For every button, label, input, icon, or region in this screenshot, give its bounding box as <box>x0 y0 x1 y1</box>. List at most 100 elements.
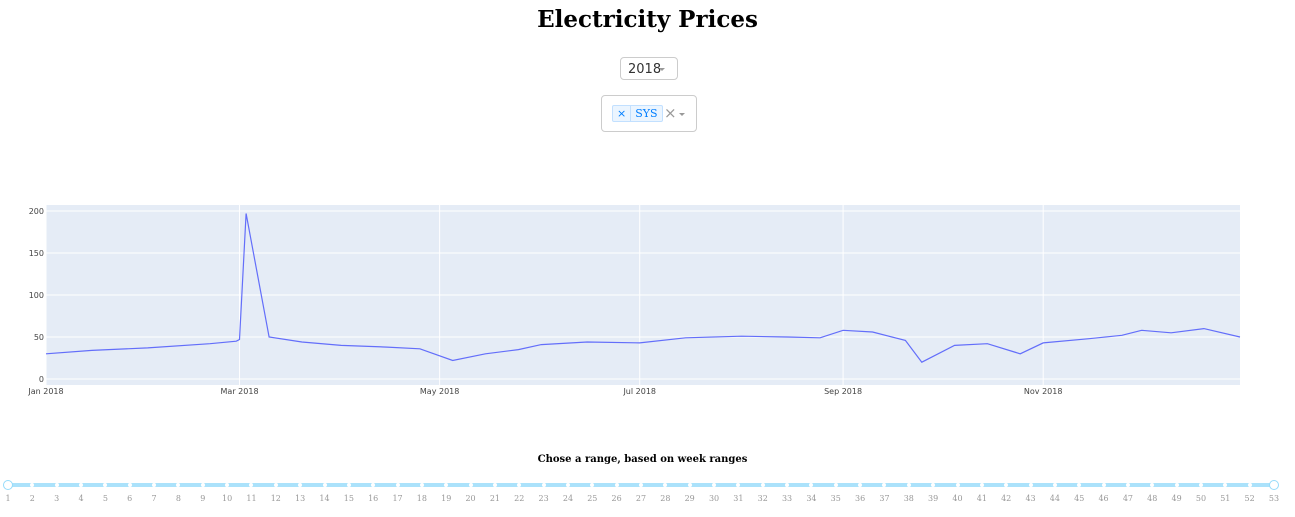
slider-dot[interactable] <box>1174 483 1179 487</box>
slider-dot[interactable] <box>809 483 814 487</box>
slider-dot[interactable] <box>517 483 522 487</box>
slider-mark-label[interactable]: 9 <box>200 494 206 503</box>
slider-mark-label[interactable]: 4 <box>78 494 84 503</box>
slider-dot[interactable] <box>785 483 790 487</box>
slider-dot[interactable] <box>395 483 400 487</box>
remove-tag-icon[interactable]: × <box>613 106 632 121</box>
slider-dot[interactable] <box>444 483 449 487</box>
slider-dot[interactable] <box>30 483 35 487</box>
slider-mark-label[interactable]: 53 <box>1268 494 1280 503</box>
slider-dot[interactable] <box>322 483 327 487</box>
slider-mark-label[interactable]: 32 <box>757 494 768 503</box>
slider-mark-label[interactable]: 5 <box>102 494 108 503</box>
slider-mark-label[interactable]: 37 <box>879 494 890 503</box>
slider-mark-label[interactable]: 30 <box>708 494 720 503</box>
slider-mark-label[interactable]: 39 <box>928 494 939 503</box>
slider-mark-label[interactable]: 21 <box>489 494 501 503</box>
slider-dot[interactable] <box>419 483 424 487</box>
slider-mark-label[interactable]: 34 <box>806 494 817 503</box>
slider-dot[interactable] <box>249 483 254 487</box>
slider-mark-label[interactable]: 8 <box>175 494 181 503</box>
slider-mark-label[interactable]: 17 <box>392 494 403 503</box>
slider-dot[interactable] <box>614 483 619 487</box>
slider-mark-label[interactable]: 29 <box>684 494 695 503</box>
slider-mark-label[interactable]: 10 <box>222 494 233 503</box>
slider-mark-label[interactable]: 31 <box>733 494 744 503</box>
slider-dot[interactable] <box>906 483 911 487</box>
slider-mark-label[interactable]: 41 <box>976 494 987 503</box>
slider-mark-label[interactable]: 33 <box>781 494 793 503</box>
slider-mark-label[interactable]: 13 <box>295 494 306 503</box>
slider-mark-label[interactable]: 18 <box>416 494 427 503</box>
slider-mark-label[interactable]: 26 <box>611 494 622 503</box>
slider-dot[interactable] <box>176 483 181 487</box>
slider-dot[interactable] <box>979 483 984 487</box>
slider-dot[interactable] <box>1077 483 1082 487</box>
slider-mark-label[interactable]: 1 <box>5 494 11 503</box>
slider-dot[interactable] <box>955 483 960 487</box>
slider-mark-label[interactable]: 20 <box>465 494 476 503</box>
slider-mark-label[interactable]: 49 <box>1171 494 1182 503</box>
clear-icon[interactable]: × <box>664 104 677 122</box>
slider-dot[interactable] <box>468 483 473 487</box>
slider-mark-label[interactable]: 12 <box>270 494 281 503</box>
slider-dot[interactable] <box>882 483 887 487</box>
slider-dot[interactable] <box>639 483 643 487</box>
slider-mark-label[interactable]: 3 <box>54 494 60 503</box>
year-dropdown[interactable]: 2018 <box>620 57 678 80</box>
slider-mark-label[interactable]: 46 <box>1098 494 1109 503</box>
slider-mark-label[interactable]: 42 <box>1001 494 1012 503</box>
slider-dot[interactable] <box>931 483 936 487</box>
slider-mark-label[interactable]: 28 <box>660 494 671 503</box>
slider-dot[interactable] <box>1125 483 1130 487</box>
slider-dot[interactable] <box>1101 483 1106 487</box>
slider-dot[interactable] <box>541 483 546 487</box>
slider-dot[interactable] <box>127 483 132 487</box>
slider-mark-label[interactable]: 19 <box>441 494 452 503</box>
slider-mark-label[interactable]: 6 <box>127 494 133 503</box>
slider-dot[interactable] <box>492 483 497 487</box>
slider-mark-label[interactable]: 43 <box>1025 494 1036 503</box>
slider-handle-start[interactable] <box>3 480 13 490</box>
slider-mark-label[interactable]: 38 <box>903 494 914 503</box>
slider-mark-label[interactable]: 27 <box>635 494 647 503</box>
slider-dot[interactable] <box>1223 483 1228 487</box>
slider-mark-label[interactable]: 22 <box>514 494 525 503</box>
slider-dot[interactable] <box>371 483 376 487</box>
slider-mark-label[interactable]: 25 <box>587 494 598 503</box>
slider-mark-label[interactable]: 24 <box>562 494 574 503</box>
slider-mark-label[interactable]: 36 <box>855 494 866 503</box>
slider-mark-label[interactable]: 45 <box>1074 494 1085 503</box>
slider-dot[interactable] <box>1004 483 1009 487</box>
slider-mark-label[interactable]: 23 <box>538 494 549 503</box>
week-range-slider[interactable]: 1 2 3 4 5 6 7 8 9 10 11 12 13 14 15 16 17 18 19 20 21 22 23 24 2… <box>0 476 1295 510</box>
slider-mark-label[interactable]: 47 <box>1122 494 1134 503</box>
slider-dot[interactable] <box>760 483 765 487</box>
slider-dot[interactable] <box>152 483 157 487</box>
slider-dot[interactable] <box>565 483 570 487</box>
slider-dot[interactable] <box>712 483 717 487</box>
slider-dot[interactable] <box>687 483 692 487</box>
price-chart[interactable]: 0 50 100 150 200 Jan 2018 Mar 2018 May 2018 Jul… <box>0 195 1295 405</box>
slider-dot[interactable] <box>590 483 595 487</box>
slider-mark-label[interactable]: 50 <box>1195 494 1207 503</box>
slider-dot[interactable] <box>79 483 84 487</box>
slider-dot[interactable] <box>1198 483 1203 487</box>
slider-dot[interactable] <box>54 483 59 487</box>
slider-mark-label[interactable]: 15 <box>343 494 354 503</box>
slider-mark-label[interactable]: 14 <box>319 494 330 503</box>
slider-dot[interactable] <box>1247 483 1252 487</box>
slider-mark-label[interactable]: 7 <box>151 494 157 503</box>
slider-dot[interactable] <box>273 483 278 487</box>
slider-dot[interactable] <box>103 483 108 487</box>
slider-mark-label[interactable]: 48 <box>1147 494 1158 503</box>
slider-mark-label[interactable]: 44 <box>1049 494 1060 503</box>
slider-mark-label[interactable]: 35 <box>830 494 841 503</box>
area-multiselect[interactable]: × SYS × <box>601 95 697 132</box>
slider-dot[interactable] <box>346 483 351 487</box>
slider-mark-label[interactable]: 16 <box>368 494 379 503</box>
slider-mark-label[interactable]: 51 <box>1220 494 1231 503</box>
slider-dot[interactable] <box>1150 483 1155 487</box>
slider-dot[interactable] <box>858 483 863 487</box>
slider-dot[interactable] <box>663 483 668 487</box>
